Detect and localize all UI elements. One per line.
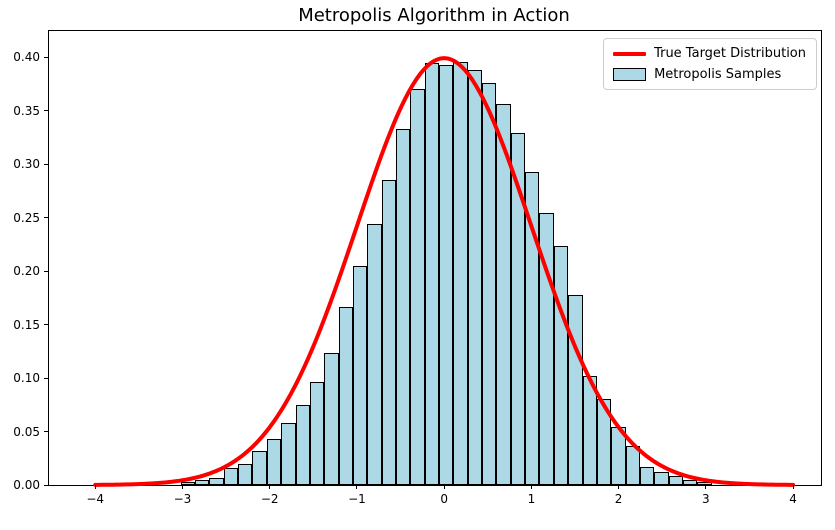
chart-title: Metropolis Algorithm in Action (298, 5, 570, 26)
histogram-bar (352, 265, 368, 485)
y-tick-mark (44, 324, 48, 325)
histogram-bar (682, 479, 698, 485)
x-tick-mark (443, 485, 445, 489)
x-tick-label: −4 (86, 492, 105, 506)
y-tick-mark (44, 163, 48, 165)
legend-line-swatch (613, 51, 647, 56)
histogram-bar (395, 128, 411, 485)
x-tick-label: 2 (614, 492, 623, 506)
histogram-bar (410, 89, 425, 485)
histogram-bar (525, 171, 540, 485)
x-tick-mark (530, 485, 532, 489)
histogram-bar (252, 450, 267, 485)
legend-patch-swatch (613, 68, 647, 81)
histogram-bar (467, 69, 483, 485)
histogram-bar (697, 481, 712, 485)
x-tick-label: −2 (260, 492, 279, 506)
density-curve (93, 56, 796, 487)
histogram-bar (180, 481, 196, 485)
histogram-bar (338, 307, 353, 485)
y-tick-label: 0.00 (13, 478, 40, 492)
histogram-bar (281, 422, 296, 485)
legend: True Target Distribution Metropolis Samp… (603, 38, 817, 90)
histogram-bar (309, 382, 325, 485)
y-tick-mark (44, 270, 48, 272)
y-tick-mark (44, 431, 48, 432)
histogram-bar (295, 404, 310, 485)
y-tick-mark (44, 56, 48, 58)
histogram-bar (209, 477, 224, 485)
x-tick-mark (94, 485, 96, 489)
histogram-bar (238, 463, 253, 485)
x-tick-label: 4 (789, 492, 797, 506)
histogram-bar (439, 64, 454, 485)
y-tick-label: 0.20 (13, 264, 40, 278)
y-tick-label: 0.40 (13, 50, 40, 64)
legend-item-histogram: Metropolis Samples (613, 67, 806, 82)
histogram-bar (482, 82, 497, 485)
legend-label-curve: True Target Distribution (654, 46, 806, 61)
histogram-bar (496, 104, 511, 485)
density-curve-path (93, 56, 796, 487)
histogram-bar (367, 223, 382, 485)
histogram-bar (324, 353, 339, 485)
histogram-bar (453, 62, 468, 485)
y-tick-label: 0.35 (13, 103, 40, 118)
x-tick-label: 3 (702, 492, 710, 506)
x-tick-mark (356, 485, 358, 489)
x-tick-mark (705, 485, 707, 489)
x-tick-mark (269, 485, 271, 489)
y-tick-label: 0.10 (13, 371, 40, 385)
y-tick-label: 0.05 (13, 424, 40, 439)
plot-area: −4 −3 −2 −1 0 1 2 3 4 0.00 0.05 0.10 0.15 0.20 0.25 0.3… (13, 30, 822, 506)
y-tick-mark (44, 217, 48, 218)
y-tick-label: 0.15 (13, 317, 40, 332)
y-tick-mark (44, 377, 48, 379)
histogram-bar (625, 446, 640, 485)
histogram-bar (596, 399, 612, 485)
histogram-bar (223, 467, 239, 485)
histogram-bar (195, 479, 210, 485)
histogram-bar (639, 466, 655, 485)
y-tick-label: 0.30 (13, 157, 40, 171)
histogram-bar (654, 472, 669, 485)
x-tick-mark (181, 485, 183, 489)
histogram-bar (668, 476, 683, 485)
histogram-bar (266, 439, 282, 485)
x-tick-mark (792, 485, 794, 489)
y-tick-mark (44, 110, 48, 111)
y-tick-label: 0.25 (13, 210, 40, 225)
legend-label-histogram: Metropolis Samples (654, 67, 782, 82)
histogram-bar (510, 132, 526, 485)
x-tick-label: −3 (173, 492, 192, 506)
x-tick-mark (618, 485, 620, 489)
y-tick-mark (44, 484, 48, 486)
x-tick-label: 1 (527, 492, 536, 506)
x-tick-label: −1 (348, 492, 366, 506)
legend-item-curve: True Target Distribution (613, 46, 806, 61)
x-tick-label: 0 (440, 492, 448, 506)
histogram-bar (381, 180, 396, 485)
